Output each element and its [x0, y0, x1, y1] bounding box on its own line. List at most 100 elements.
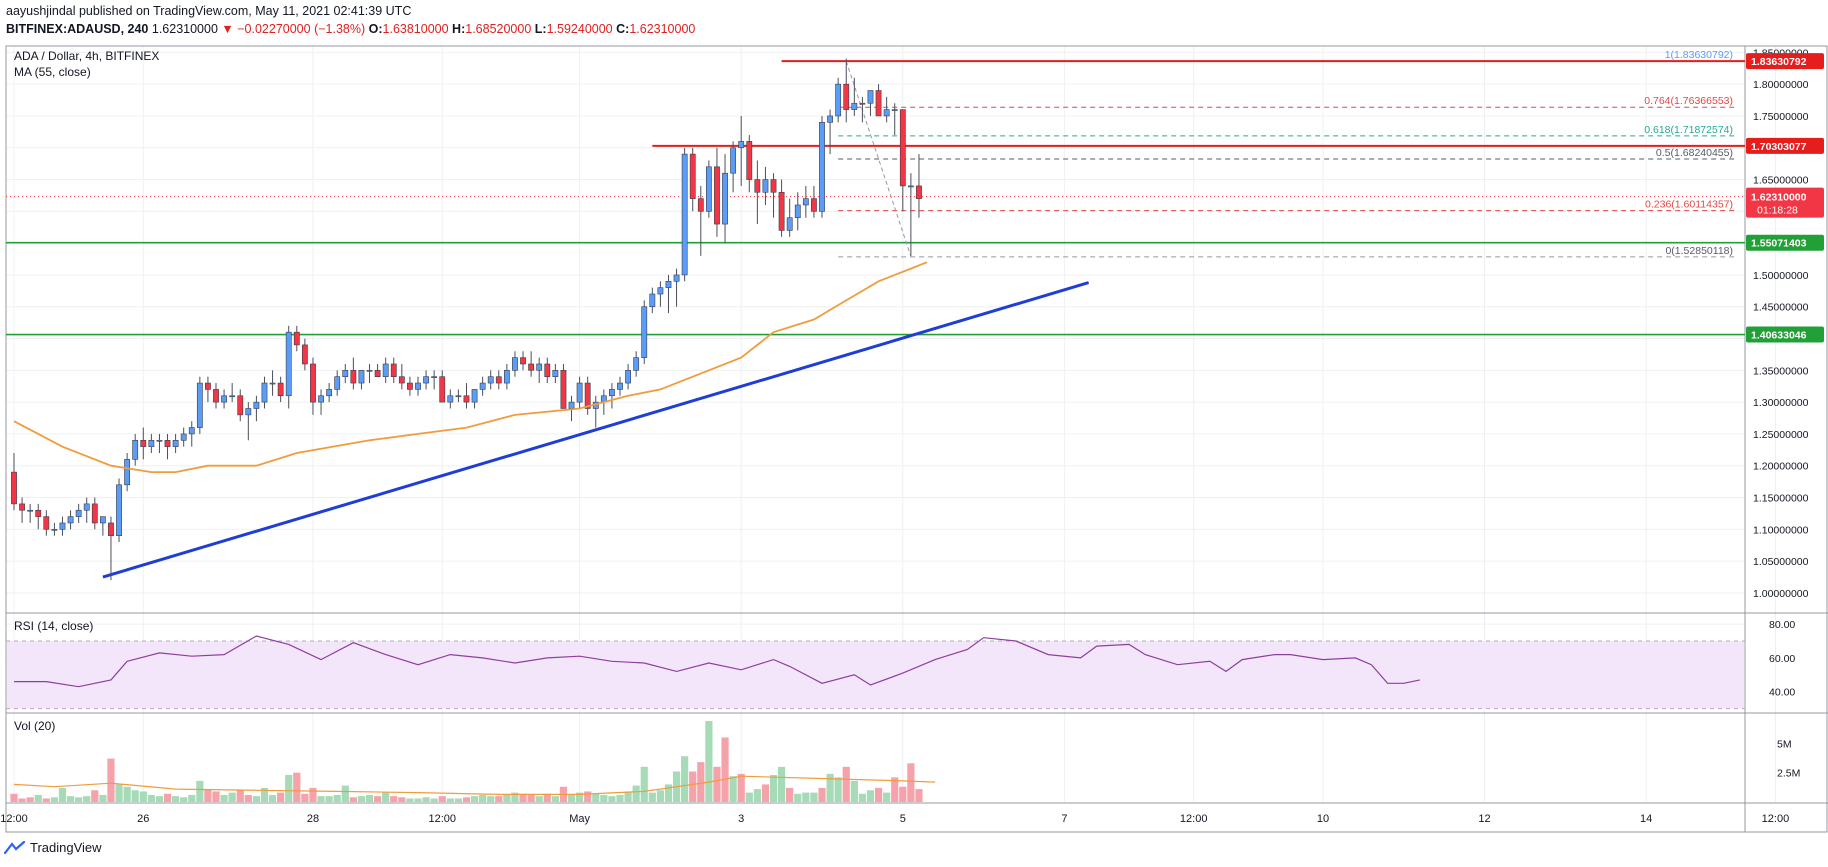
rsi-tick-label: 60.00 — [1769, 653, 1795, 665]
rsi-tick-label: 40.00 — [1769, 687, 1795, 699]
volume-bar — [26, 797, 34, 802]
volume-bar — [866, 790, 875, 802]
candle-down — [689, 153, 696, 199]
candle-up — [423, 376, 429, 384]
volume-bar — [543, 793, 551, 802]
y-tick-label: 1.10000000 — [1753, 524, 1809, 536]
candle-up — [75, 509, 82, 517]
candle-down — [237, 395, 244, 416]
volume-bar — [495, 796, 503, 802]
x-tick-label: May — [569, 813, 590, 825]
volume-bar — [212, 791, 220, 802]
volume-bar — [802, 792, 810, 802]
volume-bar — [374, 796, 382, 802]
volume-bar — [204, 789, 212, 802]
axis-label-current-bg — [1746, 187, 1824, 218]
volume-bar — [915, 789, 923, 802]
tradingview-footer[interactable]: TradingView — [4, 840, 102, 855]
axis-label-support-2-bg — [1746, 326, 1824, 343]
volume-bar — [479, 794, 487, 802]
candle-up — [633, 357, 640, 371]
volume-bar — [535, 796, 543, 802]
candle-up — [431, 376, 438, 378]
candle-down — [463, 395, 470, 403]
volume-bar — [656, 790, 664, 802]
volume-bar — [260, 787, 269, 802]
rsi-line — [14, 635, 1421, 688]
volume-bar — [446, 798, 454, 802]
y-tick-label: 1.80000000 — [1753, 79, 1809, 91]
volume-bar — [592, 793, 600, 802]
volume-bar — [600, 794, 608, 802]
candle-up — [132, 439, 139, 460]
axis-label-resistance-mid-bg — [1746, 137, 1824, 154]
candle-down — [520, 357, 526, 365]
candle-up — [51, 529, 58, 531]
candle-up — [891, 109, 898, 111]
volume-bar — [252, 796, 260, 802]
volume-bar — [293, 772, 301, 802]
candle-down — [407, 382, 413, 390]
candle-down — [310, 363, 316, 403]
candle-down — [528, 363, 535, 371]
open-value: 1.63810000 — [382, 22, 449, 36]
x-tick-label: 14 — [1640, 813, 1652, 825]
volume-bar — [172, 796, 180, 802]
volume-bar — [850, 780, 858, 802]
candle-up — [253, 401, 260, 409]
candle-up — [415, 382, 421, 390]
volume-bar — [107, 758, 115, 802]
candle-up — [867, 90, 874, 104]
volume-bar — [705, 721, 713, 802]
candle-up — [907, 185, 914, 188]
candle-down — [770, 179, 777, 193]
candle-up — [285, 331, 292, 397]
candle-up — [649, 293, 656, 308]
candle-down — [746, 141, 753, 180]
volume-tick-label: 5M — [1777, 738, 1792, 750]
y-tick-label: 1.75000000 — [1753, 111, 1809, 123]
candle-up — [657, 287, 664, 295]
candle-up — [261, 382, 268, 403]
volume-bar — [834, 777, 842, 802]
candle-up — [188, 427, 195, 435]
fib_764-label: 0.764(1.76366553) — [1644, 95, 1733, 107]
candle-up — [116, 484, 122, 536]
volume-bar — [810, 792, 818, 802]
volume-bar — [697, 762, 705, 802]
volume-bar — [721, 737, 729, 802]
volume-bar — [874, 787, 883, 802]
tradingview-brand: TradingView — [30, 840, 102, 855]
volume-bar — [818, 787, 826, 802]
price-chart[interactable]: 1.850000001.800000001.750000001.70000000… — [0, 40, 1828, 836]
volume-bar — [753, 789, 761, 802]
volume-bar — [632, 785, 640, 802]
candle-up — [730, 147, 737, 174]
y-tick-label: 1.25000000 — [1753, 429, 1809, 441]
candle-down — [213, 389, 219, 403]
symbol-info-row: BITFINEX:ADAUSD, 240 1.62310000 ▼ −0.022… — [6, 22, 695, 36]
axis-label-support-1: 1.55071403 — [1751, 238, 1807, 250]
volume-bar — [430, 798, 438, 802]
volume-bar — [737, 773, 745, 802]
candle-up — [568, 401, 575, 409]
candle-up — [819, 122, 825, 212]
volume-bar — [91, 790, 99, 802]
candle-up — [859, 102, 866, 105]
candle-up — [318, 395, 324, 403]
candle-down — [811, 198, 817, 212]
candle-down — [875, 90, 882, 117]
volume-bar — [470, 796, 479, 802]
volume-bar — [616, 794, 624, 802]
price-change: ▼ −0.02270000 (−1.38%) — [221, 22, 366, 36]
candle-up — [827, 115, 833, 123]
volume-bar — [398, 797, 406, 802]
volume-bar — [58, 787, 67, 802]
x-tick-label: 5 — [900, 813, 906, 825]
candle-up — [245, 408, 252, 416]
candle-down — [43, 516, 50, 530]
volume-bar — [349, 797, 357, 802]
volume-bar — [422, 797, 430, 802]
volume-bar — [18, 798, 26, 802]
candle-down — [778, 191, 785, 231]
